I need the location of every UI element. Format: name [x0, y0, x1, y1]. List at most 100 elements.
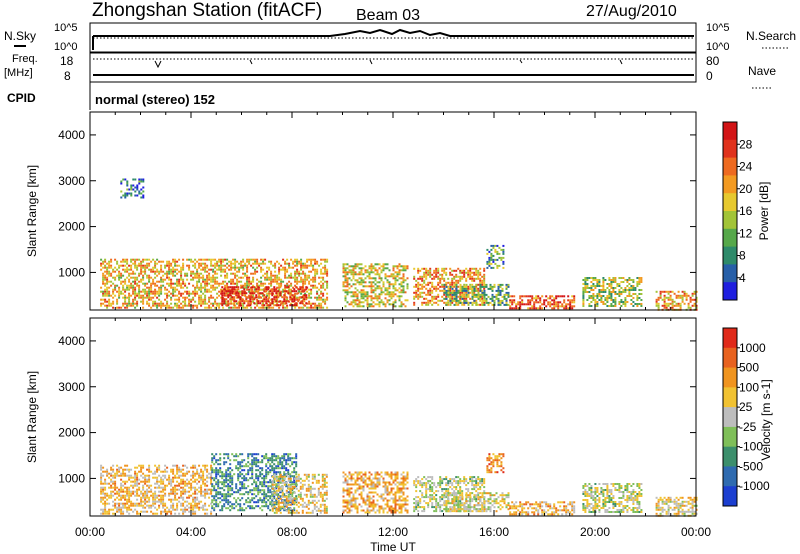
power-cell: [502, 256, 505, 259]
velocity-cell: [152, 512, 155, 515]
power-cell: [250, 306, 253, 309]
power-cell: [140, 294, 143, 297]
velocity-cell: [140, 470, 143, 473]
power-cell: [156, 296, 159, 299]
power-cell: [168, 276, 171, 279]
velocity-cell: [190, 478, 193, 481]
power-cell: [222, 282, 225, 285]
power-cell: [620, 287, 623, 289]
power-cell: [249, 302, 252, 305]
velocity-cell: [267, 467, 270, 470]
power-cell: [116, 284, 119, 287]
velocity-cell: [156, 508, 159, 511]
power-cell: [675, 294, 678, 297]
power-cell: [622, 301, 625, 303]
power-cell: [310, 306, 313, 309]
power-cell: [483, 277, 486, 280]
power-cell: [184, 302, 187, 305]
power-cell: [443, 297, 446, 300]
velocity-cell: [265, 463, 268, 466]
power-cell: [196, 286, 199, 289]
velocity-cell: [267, 489, 270, 492]
power-cell: [612, 279, 615, 281]
velocity-cell: [190, 466, 193, 469]
velocity-cell: [269, 459, 272, 462]
velocity-cell: [206, 468, 209, 471]
power-cell: [584, 289, 587, 291]
power-cell: [586, 283, 589, 285]
power-cell: [296, 282, 299, 285]
power-cell: [314, 260, 317, 263]
power-cell: [459, 277, 462, 280]
power-cell: [495, 295, 498, 298]
power-cell: [118, 270, 121, 273]
power-cell: [372, 277, 375, 280]
power-cell: [429, 299, 432, 302]
power-cell: [180, 292, 183, 295]
velocity-cell: [229, 459, 232, 462]
power-cell: [443, 279, 446, 282]
power-cell: [256, 270, 259, 273]
power-cell: [360, 277, 363, 280]
power-cell: [640, 299, 643, 301]
velocity-cell: [269, 509, 272, 512]
power-cell: [170, 298, 173, 301]
power-cell: [220, 258, 223, 261]
power-cell: [640, 303, 643, 305]
velocity-cell: [251, 465, 254, 468]
power-cell: [278, 294, 281, 297]
power-cell: [431, 295, 434, 298]
velocity-cell: [223, 499, 226, 502]
power-cell: [417, 293, 420, 296]
power-cell: [134, 276, 137, 279]
velocity-cell: [269, 463, 272, 466]
power-cell: [453, 297, 456, 300]
power-cell: [521, 303, 524, 306]
power-cell: [168, 294, 171, 297]
power-cell: [172, 288, 175, 291]
power-cell: [475, 271, 478, 274]
velocity-cell: [102, 488, 105, 491]
power-cell: [194, 266, 197, 269]
power-cell: [275, 304, 278, 307]
velocity-cell: [128, 486, 131, 489]
velocity-cell: [245, 465, 248, 468]
velocity-cell: [277, 493, 280, 496]
power-cell: [433, 277, 436, 280]
power-cell: [286, 270, 289, 273]
power-cell: [244, 274, 247, 277]
power-cell: [431, 291, 434, 294]
power-cell: [152, 302, 155, 305]
velocity-cell: [188, 496, 191, 499]
velocity-cell: [213, 471, 216, 474]
velocity-cell: [285, 503, 288, 506]
velocity-cell: [233, 497, 236, 500]
power-cell: [358, 277, 361, 280]
velocity-cell: [146, 504, 149, 507]
power-cell: [352, 267, 355, 270]
velocity-cell: [219, 463, 222, 466]
velocity-cell: [192, 464, 195, 467]
velocity-cell: [241, 507, 244, 510]
velocity-cell: [213, 457, 216, 460]
power-cell: [126, 260, 129, 263]
velocity-cell: [188, 490, 191, 493]
power-cell: [275, 288, 278, 291]
power-cell: [104, 258, 107, 261]
power-cell: [638, 289, 641, 291]
power-cell: [106, 286, 109, 289]
velocity-cell: [156, 470, 159, 473]
power-cell: [278, 268, 281, 271]
power-cell: [638, 303, 641, 305]
power-cell: [227, 290, 230, 293]
velocity-cell: [239, 467, 242, 470]
power-cell: [665, 296, 668, 299]
power-cell: [402, 303, 405, 306]
power-cell: [362, 295, 365, 298]
power-cell: [471, 297, 474, 300]
velocity-cell: [259, 497, 262, 500]
power-cell: [222, 270, 225, 273]
power-cell: [402, 275, 405, 278]
power-cell: [227, 288, 230, 291]
velocity-cell: [194, 474, 197, 477]
